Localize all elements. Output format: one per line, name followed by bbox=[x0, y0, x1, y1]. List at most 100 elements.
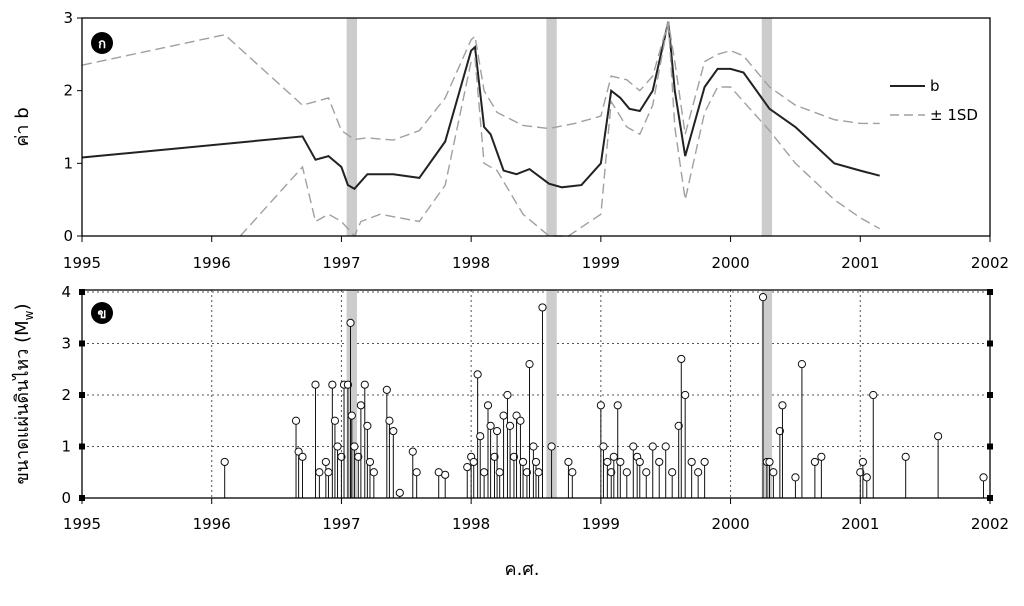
stem-point bbox=[328, 380, 337, 498]
stem-point bbox=[490, 452, 499, 498]
stem-point bbox=[509, 452, 519, 498]
x-tick-label: 1995 bbox=[63, 515, 101, 533]
stem-point bbox=[503, 390, 512, 498]
series-line-sd-lower bbox=[239, 21, 881, 238]
stem-marker bbox=[810, 457, 819, 467]
y-tick-mark-right bbox=[987, 392, 993, 398]
stem-marker bbox=[343, 380, 353, 389]
stem-point bbox=[901, 452, 910, 498]
stem-marker bbox=[687, 457, 696, 467]
highlight-band bbox=[346, 290, 357, 498]
x-tick-label: 1996 bbox=[193, 515, 231, 533]
top-plot-frame bbox=[81, 17, 991, 237]
stem-marker bbox=[328, 380, 337, 389]
stem-point bbox=[382, 385, 391, 498]
stem-point bbox=[609, 452, 618, 498]
stem-marker bbox=[389, 426, 398, 436]
stem-point bbox=[635, 457, 644, 498]
stem-point bbox=[603, 457, 612, 498]
stem-marker bbox=[441, 470, 450, 479]
stem-point bbox=[599, 442, 608, 498]
stem-point bbox=[677, 354, 686, 498]
stem-point bbox=[356, 401, 365, 498]
stem-marker bbox=[862, 473, 871, 482]
x-tick-label: 1997 bbox=[322, 515, 360, 533]
x-tick-label: 1999 bbox=[582, 254, 620, 272]
stem-marker bbox=[677, 354, 686, 364]
y-tick-label: 1 bbox=[63, 154, 73, 172]
top-y-axis: 0 1 2 3 bbox=[63, 9, 82, 245]
x-tick-label: 2000 bbox=[711, 515, 749, 533]
stem-marker bbox=[337, 452, 346, 461]
stem-marker bbox=[495, 468, 504, 477]
stem-point bbox=[694, 468, 703, 498]
stem-marker bbox=[901, 452, 910, 461]
stem-point bbox=[934, 432, 943, 498]
stem-marker bbox=[321, 457, 330, 467]
stem-point bbox=[291, 416, 301, 498]
x-tick-label: 1999 bbox=[582, 515, 620, 533]
stem-marker bbox=[476, 432, 485, 441]
y-tick-mark-right bbox=[987, 340, 993, 347]
stem-marker bbox=[291, 416, 301, 425]
highlight-band bbox=[546, 290, 557, 498]
stem-marker bbox=[635, 457, 644, 467]
x-tick-label: 1995 bbox=[63, 254, 101, 272]
stem-marker bbox=[858, 457, 867, 467]
stem-point bbox=[337, 452, 346, 498]
stem-marker bbox=[817, 452, 826, 461]
stem-marker bbox=[483, 401, 493, 410]
stem-marker bbox=[694, 468, 703, 477]
stem-marker bbox=[607, 468, 616, 477]
stem-marker bbox=[369, 468, 378, 477]
stem-marker bbox=[522, 468, 532, 477]
legend-label-sd: ± 1SD bbox=[930, 106, 978, 124]
stem-point bbox=[522, 468, 532, 498]
y-tick-label: 2 bbox=[61, 386, 71, 404]
y-tick-label: 1 bbox=[61, 438, 71, 456]
series-line-sd-upper bbox=[81, 21, 880, 141]
stem-marker bbox=[603, 457, 612, 467]
stem-marker bbox=[333, 442, 342, 451]
stem-point bbox=[480, 468, 489, 498]
stem-point bbox=[769, 468, 778, 498]
stem-point bbox=[661, 442, 670, 498]
stem-point bbox=[817, 452, 826, 498]
stem-point bbox=[408, 447, 417, 498]
panel-label: ข bbox=[98, 307, 107, 322]
panel-label-badge bbox=[91, 32, 113, 54]
panel-label: ก bbox=[98, 37, 106, 52]
stem-point bbox=[525, 360, 534, 498]
stem-marker bbox=[568, 468, 577, 477]
stem-marker bbox=[769, 468, 778, 477]
stem-marker bbox=[315, 468, 324, 477]
y-tick-mark bbox=[79, 392, 85, 398]
stem-point bbox=[869, 390, 878, 498]
stem-marker bbox=[412, 468, 421, 477]
stem-point bbox=[315, 468, 324, 498]
highlight-band bbox=[346, 18, 357, 236]
stem-point bbox=[486, 421, 495, 498]
stem-point bbox=[607, 468, 616, 498]
stem-marker bbox=[347, 411, 356, 420]
stem-marker bbox=[564, 457, 573, 467]
stem-point bbox=[343, 380, 353, 498]
stem-marker bbox=[499, 411, 508, 420]
stem-point bbox=[655, 457, 664, 498]
x-tick-label: 1996 bbox=[193, 254, 231, 272]
y-tick-mark bbox=[79, 443, 85, 450]
stem-marker bbox=[220, 457, 229, 467]
stem-point bbox=[613, 401, 622, 498]
stem-marker bbox=[758, 293, 768, 302]
stem-marker bbox=[311, 380, 320, 389]
stem-point bbox=[298, 452, 307, 498]
stem-marker bbox=[469, 457, 478, 467]
stem-marker bbox=[629, 442, 638, 451]
magnitude-panel: 0 1 2 3 4 1995 1996 1997 1998 1999 2000 2001 2002 ข… bbox=[11, 283, 1009, 580]
stem-point bbox=[505, 421, 515, 498]
stem-marker bbox=[609, 452, 618, 461]
stem-marker bbox=[360, 380, 369, 389]
stem-marker bbox=[509, 452, 519, 461]
stem-point bbox=[616, 457, 625, 498]
